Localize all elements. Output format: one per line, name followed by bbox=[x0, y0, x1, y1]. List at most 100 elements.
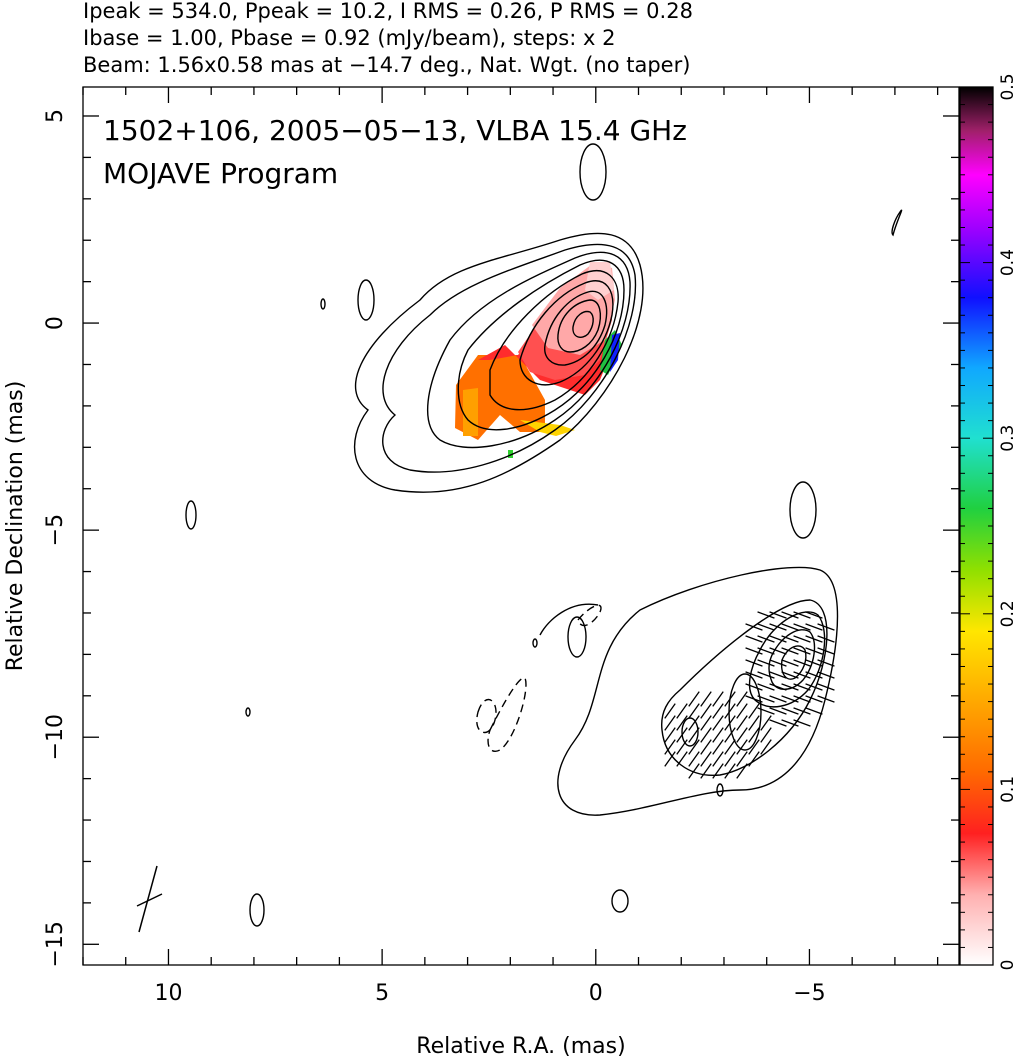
evpa-tick bbox=[757, 623, 775, 631]
evpa-tick bbox=[664, 739, 676, 755]
evpa-tick bbox=[793, 671, 811, 679]
evpa-tick bbox=[817, 671, 835, 679]
evpa-tick bbox=[745, 683, 763, 691]
evpa-tick bbox=[781, 659, 799, 667]
evpa-tick bbox=[676, 715, 688, 731]
evpa-tick bbox=[676, 703, 688, 719]
evpa-tick bbox=[712, 691, 724, 707]
total-intensity-contours bbox=[185, 143, 903, 927]
evpa-tick bbox=[757, 707, 775, 715]
evpa-tick bbox=[736, 727, 748, 743]
evpa-tick bbox=[781, 647, 799, 655]
evpa-tick bbox=[760, 727, 772, 743]
x-tick-label: −5 bbox=[793, 981, 825, 1006]
evpa-tick bbox=[817, 659, 835, 667]
evpa-tick bbox=[700, 763, 712, 779]
evpa-tick bbox=[805, 659, 823, 667]
evpa-tick bbox=[724, 715, 736, 731]
header-beam-line: Beam: 1.56x0.58 mas at −14.7 deg., Nat. … bbox=[83, 53, 690, 77]
evpa-tick bbox=[688, 751, 700, 767]
evpa-tick bbox=[700, 727, 712, 743]
evpa-tick bbox=[817, 695, 835, 703]
evpa-tick bbox=[688, 715, 700, 731]
evpa-tick bbox=[688, 703, 700, 719]
evpa-tick bbox=[757, 671, 775, 679]
plot-frame bbox=[82, 86, 960, 966]
evpa-tick bbox=[664, 751, 676, 767]
map-subtitle: MOJAVE Program bbox=[103, 157, 338, 190]
evpa-tick bbox=[793, 611, 811, 619]
evpa-tick bbox=[664, 715, 676, 731]
beam-marker bbox=[136, 865, 163, 933]
evpa-tick bbox=[700, 691, 712, 707]
x-tick-label: 10 bbox=[154, 981, 182, 1006]
header-base-line: Ibase = 1.00, Pbase = 0.92 (mJy/beam), s… bbox=[83, 26, 615, 50]
evpa-tick bbox=[793, 719, 811, 727]
evpa-tick bbox=[700, 739, 712, 755]
evpa-tick bbox=[781, 611, 799, 619]
evpa-tick bbox=[712, 727, 724, 743]
x-axis-ticks: 10 5 0 −5 bbox=[82, 87, 939, 1006]
evpa-tick bbox=[769, 671, 787, 679]
evpa-tick bbox=[688, 691, 700, 707]
y-tick-label: 5 bbox=[43, 109, 68, 123]
evpa-tick bbox=[664, 703, 676, 719]
evpa-tick bbox=[781, 671, 799, 679]
evpa-tick bbox=[724, 763, 736, 779]
evpa-tick bbox=[736, 691, 748, 707]
evpa-vectors bbox=[664, 611, 835, 779]
evpa-tick bbox=[757, 659, 775, 667]
evpa-tick bbox=[817, 635, 835, 643]
evpa-tick bbox=[724, 751, 736, 767]
evpa-tick bbox=[805, 647, 823, 655]
evpa-tick bbox=[736, 739, 748, 755]
evpa-tick bbox=[748, 751, 760, 767]
x-tick-label: 0 bbox=[589, 981, 603, 1006]
evpa-tick bbox=[748, 739, 760, 755]
evpa-tick bbox=[745, 671, 763, 679]
colorbar-tick-label: 0.5 bbox=[998, 73, 1018, 100]
evpa-tick bbox=[676, 727, 688, 743]
evpa-tick bbox=[736, 703, 748, 719]
evpa-tick bbox=[700, 751, 712, 767]
evpa-tick bbox=[736, 763, 748, 779]
evpa-tick bbox=[736, 751, 748, 767]
evpa-tick bbox=[757, 611, 775, 619]
evpa-tick bbox=[700, 703, 712, 719]
evpa-tick bbox=[676, 739, 688, 755]
negative-contours bbox=[476, 604, 602, 752]
evpa-tick bbox=[760, 739, 772, 755]
evpa-tick bbox=[817, 647, 835, 655]
evpa-tick bbox=[805, 683, 823, 691]
evpa-tick bbox=[712, 715, 724, 731]
evpa-tick bbox=[760, 715, 772, 731]
evpa-tick bbox=[769, 707, 787, 715]
evpa-tick bbox=[688, 727, 700, 743]
evpa-tick bbox=[781, 635, 799, 643]
y-tick-label: −5 bbox=[43, 514, 68, 546]
evpa-tick bbox=[745, 635, 763, 643]
evpa-tick bbox=[793, 659, 811, 667]
evpa-tick bbox=[745, 659, 763, 667]
evpa-tick bbox=[805, 695, 823, 703]
evpa-tick bbox=[712, 739, 724, 755]
evpa-tick bbox=[688, 739, 700, 755]
evpa-tick bbox=[769, 695, 787, 703]
colorbar-tick-label: 0.1 bbox=[998, 776, 1018, 803]
evpa-tick bbox=[793, 647, 811, 655]
evpa-tick bbox=[712, 751, 724, 767]
evpa-tick bbox=[781, 695, 799, 703]
evpa-tick bbox=[712, 763, 724, 779]
y-axis-title: Relative Declination (mas) bbox=[3, 381, 28, 672]
evpa-tick bbox=[688, 763, 700, 779]
x-tick-label: 5 bbox=[375, 981, 389, 1006]
y-axis-ticks: 5 0 −5 −10 −15 bbox=[43, 109, 959, 968]
evpa-tick bbox=[793, 623, 811, 631]
evpa-tick bbox=[793, 695, 811, 703]
colorbar-tick-label: 0.3 bbox=[998, 425, 1018, 452]
evpa-tick bbox=[769, 719, 787, 727]
evpa-tick bbox=[745, 695, 763, 703]
evpa-tick bbox=[769, 611, 787, 619]
evpa-tick bbox=[793, 635, 811, 643]
